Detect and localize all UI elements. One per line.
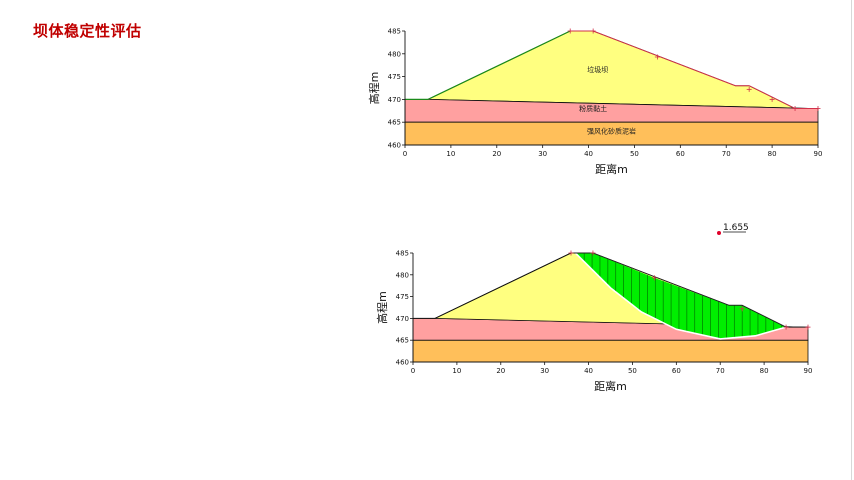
x-tick-label: 0 xyxy=(403,150,407,158)
x-tick-label: 60 xyxy=(672,367,681,375)
x-tick-label: 30 xyxy=(538,150,547,158)
slip-surface-line xyxy=(574,252,787,340)
chart-slip-analysis: 1.655 0 10 20 30 40 50 60 70 80 90 460 465 470 475 480 4… xyxy=(375,223,812,393)
x-tick-label: 10 xyxy=(452,367,461,375)
y-tick-label: 480 xyxy=(396,271,409,279)
downstream-slope-line xyxy=(570,30,818,110)
x-tick-label: 40 xyxy=(584,150,593,158)
fos-label: 1.655 xyxy=(723,223,749,233)
slip-mass xyxy=(575,253,787,339)
layer-label: 粉质黏土 xyxy=(579,104,607,113)
x-tick-label: 50 xyxy=(630,150,639,158)
y-tick-label: 460 xyxy=(388,142,401,150)
y-tick-label: 465 xyxy=(388,119,401,127)
y-axis-title: 高程m xyxy=(367,72,381,105)
y-axis-title: 高程m xyxy=(375,291,389,324)
upstream-slope-line xyxy=(413,252,572,319)
page-title: 坝体稳定性评估 xyxy=(33,22,142,40)
x-tick-label: 60 xyxy=(676,150,685,158)
downstream-slope-line xyxy=(571,252,808,328)
x-tick-label: 30 xyxy=(540,367,549,375)
y-tick-label: 465 xyxy=(396,337,409,345)
layer-dam xyxy=(427,30,814,109)
x-axis-title: 距离m xyxy=(594,379,627,393)
x-tick-label: 70 xyxy=(722,150,731,158)
x-axis-title: 距离m xyxy=(595,162,628,176)
x-tick-label: 80 xyxy=(760,367,769,375)
x-tick-label: 10 xyxy=(446,150,455,158)
y-tick-label: 475 xyxy=(396,293,409,301)
y-tick-label: 475 xyxy=(388,73,401,81)
y-tick-label: 485 xyxy=(388,28,401,36)
y-tick-label: 470 xyxy=(388,96,401,104)
x-tick-label: 40 xyxy=(584,367,593,375)
y-tick-label: 460 xyxy=(396,359,409,367)
y-tick-label: 485 xyxy=(396,250,409,258)
x-tick-label: 70 xyxy=(716,367,725,375)
fos-point xyxy=(717,231,721,235)
slide-edge xyxy=(851,0,852,480)
y-tick-label: 470 xyxy=(396,315,409,323)
layer-rock xyxy=(412,339,809,363)
x-tick-label: 80 xyxy=(768,150,777,158)
upstream-slope-line xyxy=(405,30,571,101)
x-tick-label: 90 xyxy=(814,150,823,158)
x-tick-label: 50 xyxy=(628,367,637,375)
x-tick-label: 20 xyxy=(492,150,501,158)
y-tick-label: 480 xyxy=(388,50,401,58)
x-tick-label: 90 xyxy=(804,367,813,375)
layer-label: 垃圾坝 xyxy=(587,65,608,74)
x-tick-label: 0 xyxy=(411,367,415,375)
layer-label: 强风化砂质泥岩 xyxy=(587,127,636,136)
x-tick-label: 20 xyxy=(496,367,505,375)
